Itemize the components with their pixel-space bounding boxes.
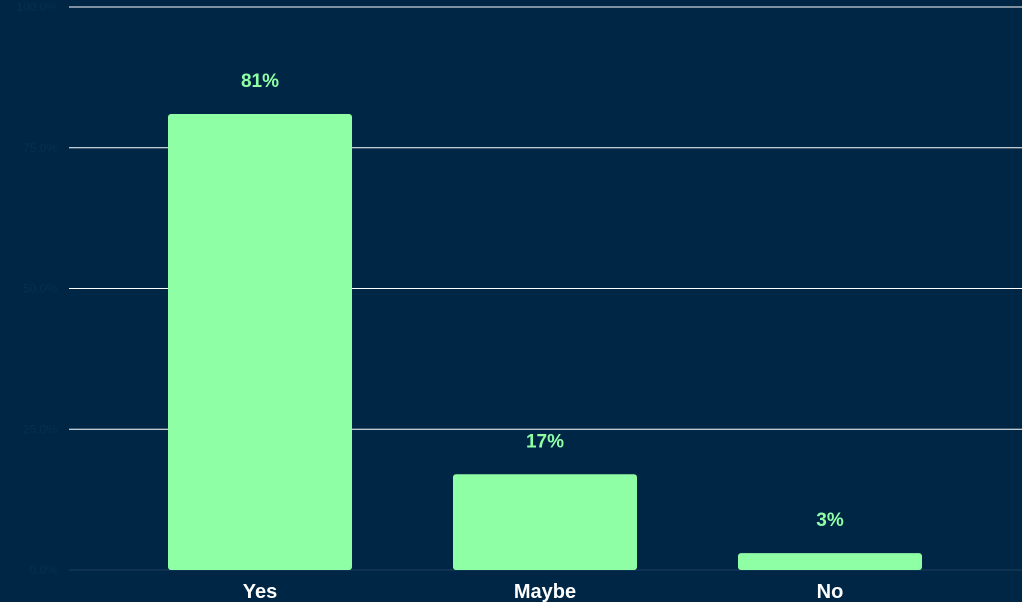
y-axis-tick-labels: 0.0% 25.0% 50.0% 75.0% 100.0%	[16, 0, 57, 577]
x-axis-category-labels: Yes Maybe No	[243, 581, 844, 602]
data-label: 3%	[816, 510, 844, 531]
data-label: 17%	[526, 431, 564, 452]
y-tick-label: 0.0%	[30, 563, 58, 577]
bar-yes	[168, 113, 352, 570]
y-tick-label: 50.0%	[23, 282, 57, 296]
bar-no	[738, 553, 922, 570]
y-tick-label: 75.0%	[23, 141, 57, 155]
x-category-label: Maybe	[514, 581, 576, 602]
data-labels: 81% 17% 3%	[241, 71, 844, 531]
x-category-label: Yes	[243, 581, 277, 602]
y-tick-label: 100.0%	[16, 0, 57, 14]
x-category-label: No	[817, 581, 844, 602]
bars	[168, 113, 922, 570]
y-tick-label: 25.0%	[23, 422, 57, 436]
bar-maybe	[453, 474, 637, 570]
data-label: 81%	[241, 71, 279, 92]
